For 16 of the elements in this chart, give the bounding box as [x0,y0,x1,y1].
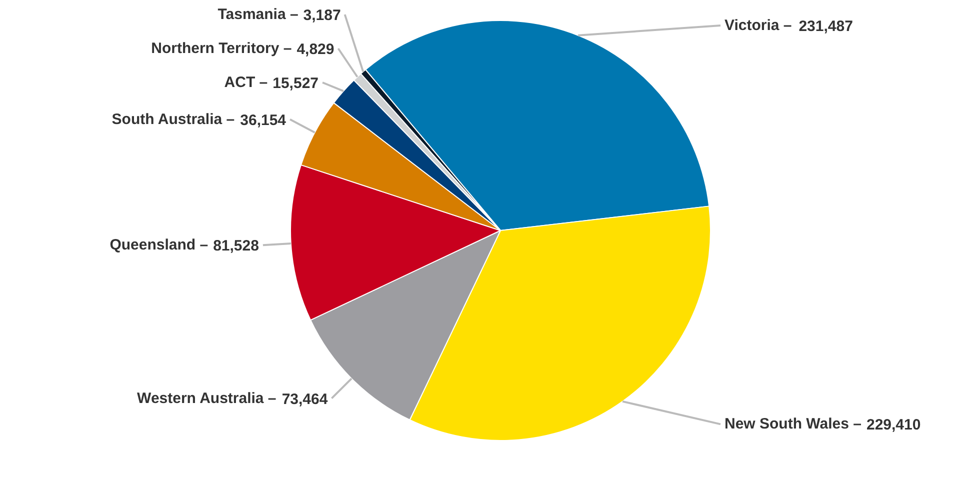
slice-label: New South Wales – [724,416,862,433]
slice-label: ACT – [224,74,268,91]
slice-label: Victoria – [724,17,792,34]
data-label: 73,464 [282,390,328,408]
data-label: 3,187 [303,7,341,24]
slice-label: Queensland – [110,236,208,254]
data-label: 15,527 [272,75,319,92]
slice-label: South Australia – [112,110,235,128]
slice-label: Northern Territory – [151,40,292,57]
slice-label: Western Australia – [137,390,276,407]
data-label: 4,829 [296,41,334,58]
data-label: 81,528 [213,238,259,255]
data-label: 36,154 [240,112,287,129]
data-label: 231,487 [798,18,853,35]
slice-label: Tasmania – [218,6,298,23]
data-label: 229,410 [866,416,921,434]
